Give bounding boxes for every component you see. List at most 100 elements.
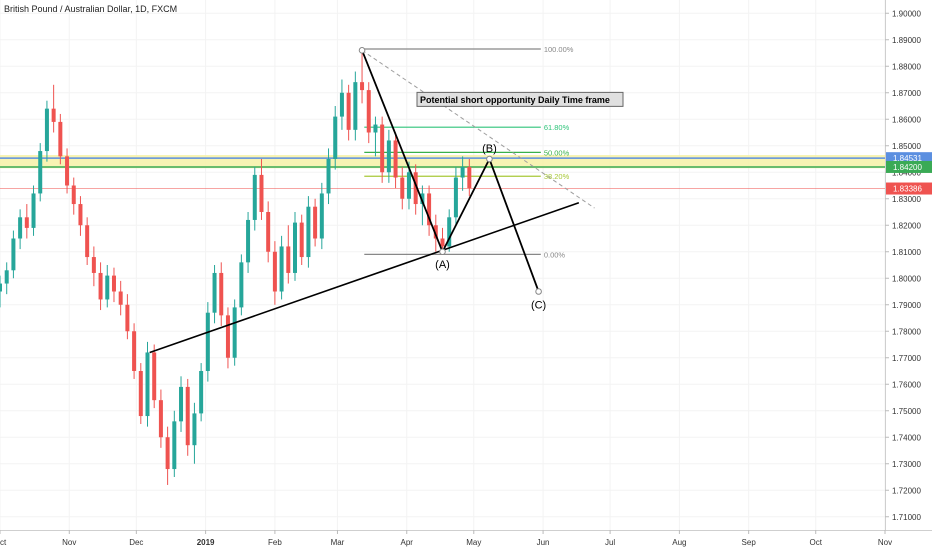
candle[interactable]: [333, 106, 338, 170]
candlesticks[interactable]: [0, 50, 472, 485]
x-tick-label: Apr: [401, 538, 414, 547]
candle[interactable]: [266, 201, 271, 263]
candle[interactable]: [326, 148, 331, 205]
candle[interactable]: [219, 262, 224, 326]
abc-pattern-line[interactable]: [361, 50, 540, 292]
candle-body: [467, 166, 472, 189]
candle[interactable]: [420, 185, 425, 226]
candle-body: [333, 116, 338, 159]
candle[interactable]: [306, 196, 311, 268]
candle-body: [360, 82, 365, 91]
candle[interactable]: [205, 302, 210, 382]
candle[interactable]: [0, 275, 2, 308]
candle[interactable]: [152, 344, 157, 409]
candle[interactable]: [199, 363, 204, 422]
candle[interactable]: [386, 129, 391, 183]
candle[interactable]: [132, 323, 137, 379]
candle[interactable]: [252, 166, 257, 231]
candle[interactable]: [51, 84, 56, 133]
y-tick-label: 1.80000: [892, 274, 921, 283]
candle-body: [158, 400, 163, 438]
candle[interactable]: [232, 299, 237, 366]
candle[interactable]: [339, 79, 344, 130]
candle[interactable]: [179, 376, 184, 432]
candle[interactable]: [380, 116, 385, 183]
candle[interactable]: [272, 241, 277, 305]
candle[interactable]: [65, 148, 70, 194]
abc-pattern-point[interactable]: [535, 288, 542, 295]
candle[interactable]: [58, 113, 63, 165]
candle[interactable]: [85, 217, 90, 265]
candle[interactable]: [400, 166, 405, 210]
candle[interactable]: [18, 209, 23, 250]
candle[interactable]: [31, 185, 36, 236]
y-tick-label: 1.88000: [892, 62, 921, 71]
fib-level-label: 100.00%: [544, 45, 574, 54]
abc-pattern-point[interactable]: [439, 248, 446, 256]
candle[interactable]: [453, 166, 458, 226]
candle[interactable]: [413, 164, 418, 215]
x-tick-label: Dec: [129, 538, 143, 547]
candle[interactable]: [78, 196, 83, 236]
price-axis[interactable]: 1.90000 1.89000 1.88000 1.87000 1.86000 1.850…: [885, 9, 921, 522]
candle[interactable]: [98, 262, 103, 311]
x-tick-label: Oct: [809, 538, 822, 547]
abc-pattern-point[interactable]: [358, 47, 366, 54]
candle[interactable]: [145, 341, 150, 427]
candle[interactable]: [393, 132, 398, 189]
candle[interactable]: [346, 84, 351, 141]
candle[interactable]: [172, 410, 177, 477]
candle[interactable]: [24, 204, 29, 239]
projection-dashed-line[interactable]: [361, 49, 595, 209]
candle[interactable]: [105, 265, 110, 308]
candle[interactable]: [427, 185, 432, 236]
drawing-lines[interactable]: [149, 47, 595, 354]
y-tick-label: 1.90000: [892, 9, 921, 18]
candle[interactable]: [467, 159, 472, 197]
candle[interactable]: [366, 82, 371, 144]
drawing-labels: (A) (B) (C) Potential short opportunity Dai…: [416, 91, 624, 312]
time-axis[interactable]: Oct Nov Dec 2019 Feb Mar Apr May Jun Jul Aug Sep Oct…: [0, 530, 892, 547]
candle[interactable]: [353, 71, 358, 141]
annotation-text: Potential short opportunity Daily Time f…: [420, 95, 610, 105]
candle[interactable]: [360, 50, 365, 104]
candle[interactable]: [373, 116, 378, 157]
candle[interactable]: [192, 402, 197, 464]
candle[interactable]: [11, 230, 16, 279]
abc-pattern-point[interactable]: [486, 155, 493, 163]
chart-title: British Pound / Australian Dollar, 1D, F…: [4, 4, 177, 14]
candle[interactable]: [118, 280, 123, 316]
candle[interactable]: [460, 156, 465, 191]
candle[interactable]: [158, 389, 163, 448]
candle-body: [353, 82, 358, 130]
wave-label: (A): [435, 259, 450, 271]
candle[interactable]: [71, 177, 76, 215]
candle[interactable]: [319, 182, 324, 250]
candle[interactable]: [4, 262, 9, 295]
trendline[interactable]: [149, 201, 580, 354]
candle[interactable]: [165, 426, 170, 485]
candle[interactable]: [91, 246, 96, 287]
candle[interactable]: [225, 307, 230, 369]
candle[interactable]: [293, 212, 297, 281]
candle[interactable]: [246, 212, 251, 273]
candle[interactable]: [212, 265, 217, 324]
candle[interactable]: [44, 100, 49, 162]
candle[interactable]: [286, 225, 291, 284]
candle-body: [400, 177, 405, 199]
candle[interactable]: [259, 159, 264, 220]
candle[interactable]: [185, 378, 190, 456]
candle[interactable]: [239, 254, 244, 316]
candle-body: [313, 206, 318, 239]
candle-body: [51, 108, 56, 122]
candle[interactable]: [313, 198, 318, 247]
candle[interactable]: [125, 294, 130, 340]
candle[interactable]: [111, 267, 116, 303]
candle[interactable]: [38, 143, 43, 202]
candle[interactable]: [447, 209, 452, 252]
candle[interactable]: [279, 235, 284, 300]
candle[interactable]: [138, 363, 143, 424]
candle[interactable]: [299, 214, 304, 265]
candle-body: [259, 174, 264, 212]
